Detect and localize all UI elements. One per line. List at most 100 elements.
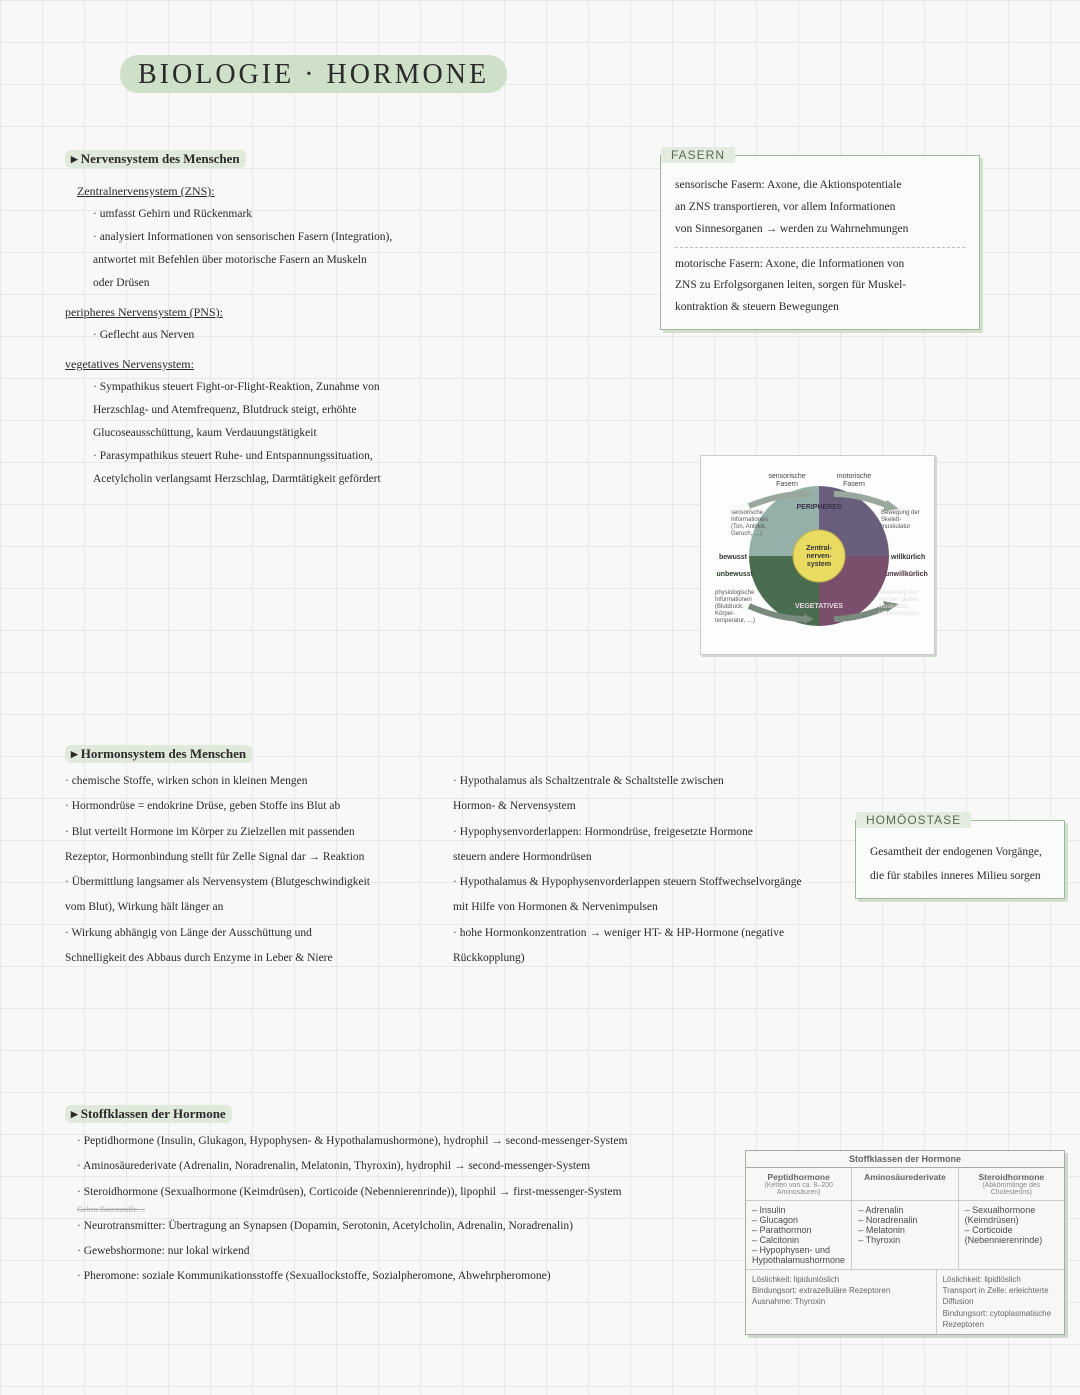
svg-text:Herzen, glatter: Herzen, glatter xyxy=(879,597,918,603)
bullet: · chemische Stoffe, wirken schon in klei… xyxy=(65,769,425,794)
bullet: · umfasst Gehirn und Rückenmark xyxy=(93,203,625,226)
callout-homoeostase: HOMÖOSTASE Gesamtheit der endogenen Vorg… xyxy=(855,820,1065,899)
svg-text:unwillkürlich: unwillkürlich xyxy=(885,571,928,578)
svg-text:sensorische: sensorische xyxy=(731,510,764,516)
bullet: mit Hilfe von Hormonen & Nervenimpulsen xyxy=(453,895,845,920)
heading-stoffklassen: ▸ Stoffklassen der Hormone xyxy=(65,1105,232,1123)
th-main: Peptidhormone xyxy=(767,1172,829,1182)
heading-hormonsystem: ▸ Hormonsystem des Menschen xyxy=(65,745,252,763)
table-footer-left: Löslichkeit: lipidunlöslich Bindungsort:… xyxy=(746,1270,937,1334)
table-cell: – Adrenalin – Noradrenalin – Melatonin –… xyxy=(852,1201,958,1270)
line: motorische Fasern: Axone, die Informatio… xyxy=(675,254,965,276)
bullet: · Steroidhormone (Sexualhormone (Keimdrü… xyxy=(77,1180,765,1205)
bullet: antwortet mit Befehlen über motorische F… xyxy=(93,249,625,272)
svg-text:Fasern: Fasern xyxy=(776,481,798,488)
bullet: · Hypophysenvorderlappen: Hormondrüse, f… xyxy=(453,820,845,845)
bullet: · Hypothalamus & Hypophysenvorderlappen … xyxy=(453,870,845,895)
svg-text:Informationen: Informationen xyxy=(715,597,752,603)
table-title: Stoffklassen der Hormone xyxy=(746,1151,1064,1168)
bullet: oder Drüsen xyxy=(93,272,625,295)
th-main: Steroidhormone xyxy=(978,1172,1044,1182)
table-header: Steroidhormone (Abkömmlinge des Choleste… xyxy=(959,1168,1064,1201)
bullet: Hormon- & Nervensystem xyxy=(453,794,845,819)
zns-diagram: sensorische Fasern motorische Fasern PER… xyxy=(700,455,935,655)
heading-nervensystem: ▸ Nervensystem des Menschen xyxy=(65,150,246,168)
bullet: · analysiert Informationen von sensorisc… xyxy=(93,226,625,249)
bullet: · Gewebshormone: nur lokal wirkend xyxy=(77,1239,765,1264)
callout-title-homoeostase: HOMÖOSTASE xyxy=(856,812,971,828)
table-header-row: Peptidhormone (Ketten von ca. 8–200 Amin… xyxy=(746,1168,1064,1201)
callout-fasern: FASERN sensorische Fasern: Axone, die Ak… xyxy=(660,155,980,330)
bullet: · Aminosäurederivate (Adrenalin, Noradre… xyxy=(77,1154,765,1179)
table-header: Peptidhormone (Ketten von ca. 8–200 Amin… xyxy=(746,1168,852,1201)
hormone-table: Stoffklassen der Hormone Peptidhormone (… xyxy=(745,1150,1065,1335)
subhead-pns: peripheres Nervensystem (PNS): xyxy=(65,305,625,320)
svg-text:Fasern: Fasern xyxy=(843,481,865,488)
bullet: · Hormondrüse = endokrine Drüse, geben S… xyxy=(65,794,425,819)
bullet: · Blut verteilt Hormone im Körper zu Zie… xyxy=(65,820,425,845)
line: sensorische Fasern: Axone, die Aktionspo… xyxy=(675,175,965,197)
svg-text:Geruch, …): Geruch, …) xyxy=(731,531,762,537)
svg-text:Hormondrüsen…: Hormondrüsen… xyxy=(879,611,925,617)
svg-text:muskulatur: muskulatur xyxy=(881,524,910,530)
svg-text:Steuerung von: Steuerung von xyxy=(879,590,918,596)
table-header: Aminosäurederivate xyxy=(852,1168,958,1201)
zns-diagram-svg: sensorische Fasern motorische Fasern PER… xyxy=(709,464,929,649)
svg-text:system: system xyxy=(807,561,831,568)
bullet: vom Blut), Wirkung hält länger an xyxy=(65,895,425,920)
line: an ZNS transportieren, vor allem Informa… xyxy=(675,197,965,219)
bullet: · Wirkung abhängig von Länge der Ausschü… xyxy=(65,921,425,946)
bullet: · Pheromone: soziale Kommunikationsstoff… xyxy=(77,1264,765,1289)
table-cell: – Insulin – Glucagon – Parathormon – Cal… xyxy=(746,1201,852,1270)
callout-title-fasern: FASERN xyxy=(661,147,735,163)
bullet: Rezeptor, Hormonbindung stellt für Zelle… xyxy=(65,845,425,870)
svg-text:physiologische: physiologische xyxy=(715,590,755,596)
table-footer-row: Löslichkeit: lipidunlöslich Bindungsort:… xyxy=(746,1270,1064,1334)
th-sub: (Ketten von ca. 8–200 Aminosäuren) xyxy=(752,1182,845,1196)
bullet: · hohe Hormonkonzentration → weniger HT-… xyxy=(453,921,845,972)
svg-text:Muskulatur,: Muskulatur, xyxy=(879,604,910,610)
th-main: Aminosäurederivate xyxy=(864,1172,946,1182)
svg-text:sensorische: sensorische xyxy=(768,473,805,480)
subhead-zns: Zentralnervensystem (ZNS): xyxy=(77,184,625,199)
table-cell: – Sexualhormone (Keimdrüsen) – Corticoid… xyxy=(959,1201,1064,1270)
hormonsystem-columns: · chemische Stoffe, wirken schon in klei… xyxy=(65,769,845,971)
bullet: steuern andere Hormondrüsen xyxy=(453,845,845,870)
subhead-vns: vegetatives Nervensystem: xyxy=(65,357,625,372)
svg-text:(Blutdruck,: (Blutdruck, xyxy=(715,604,744,610)
bullet: · Sympathikus steuert Fight-or-Flight-Re… xyxy=(93,376,625,399)
table-row: – Insulin – Glucagon – Parathormon – Cal… xyxy=(746,1201,1064,1270)
divider xyxy=(675,247,965,248)
svg-text:nerven-: nerven- xyxy=(806,553,832,560)
bullet: · Neurotransmitter: Übertragung an Synap… xyxy=(77,1214,765,1239)
section-stoffklassen: ▸ Stoffklassen der Hormone · Peptidhormo… xyxy=(65,1105,765,1290)
svg-text:willkürlich: willkürlich xyxy=(890,554,925,561)
svg-text:Körper-: Körper- xyxy=(715,611,735,617)
svg-text:Informationen: Informationen xyxy=(731,517,768,523)
bullet: · Peptidhormone (Insulin, Glukagon, Hypo… xyxy=(77,1129,765,1154)
svg-text:Zentral-: Zentral- xyxy=(806,545,832,552)
bullet: · Parasympathikus steuert Ruhe- und Ents… xyxy=(93,445,625,468)
svg-text:PERIPHERES: PERIPHERES xyxy=(796,504,841,511)
bullet: Herzschlag- und Atemfrequenz, Blutdruck … xyxy=(93,399,625,422)
line: von Sinnesorganen → werden zu Wahrnehmun… xyxy=(675,219,965,241)
svg-text:(Ton, Anblick,: (Ton, Anblick, xyxy=(731,524,767,530)
bullet: Schnelligkeit des Abbaus durch Enzyme in… xyxy=(65,946,425,971)
strike-note: Geben Botenstoffe… xyxy=(77,1205,765,1214)
svg-text:temperatur, …): temperatur, …) xyxy=(715,618,755,624)
section-hormonsystem: ▸ Hormonsystem des Menschen · chemische … xyxy=(65,745,845,971)
page-title: BIOLOGIE · HORMONE xyxy=(120,55,507,93)
line: kontraktion & steuern Bewegungen xyxy=(675,297,965,319)
svg-text:VEGETATIVES: VEGETATIVES xyxy=(795,603,843,610)
svg-text:bewusst: bewusst xyxy=(719,554,748,561)
svg-text:Skelett-: Skelett- xyxy=(881,517,901,523)
table-footer-right: Löslichkeit: lipidlöslich Transport in Z… xyxy=(937,1270,1064,1334)
line: ZNS zu Erfolgsorganen leiten, sorgen für… xyxy=(675,275,965,297)
callout-body-homoeostase: Gesamtheit der endogenen Vorgänge, die f… xyxy=(870,840,1050,888)
bullet: Acetylcholin verlangsamt Herzschlag, Dar… xyxy=(93,468,625,491)
title-highlight: BIOLOGIE · HORMONE xyxy=(120,55,507,93)
line: Gesamtheit der endogenen Vorgänge, xyxy=(870,840,1050,864)
bullet: · Übermittlung langsamer als Nervensyste… xyxy=(65,870,425,895)
svg-text:Bewegung der: Bewegung der xyxy=(881,510,920,516)
section-nervensystem: ▸ Nervensystem des Menschen Zentralnerve… xyxy=(65,150,625,491)
